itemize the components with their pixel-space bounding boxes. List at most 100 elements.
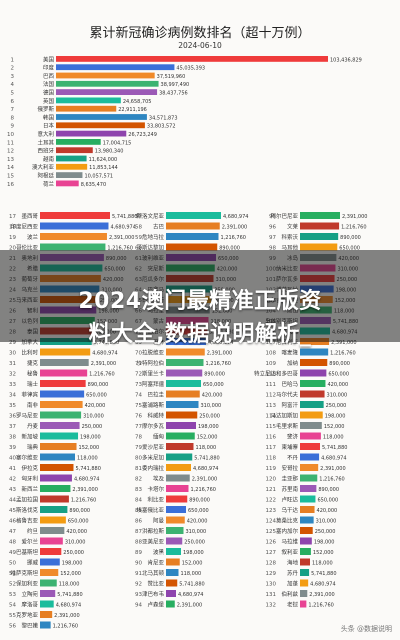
rank-label: 122 (266, 498, 277, 504)
bar (40, 401, 83, 408)
rank-label: 38 (9, 435, 16, 441)
bar (166, 516, 185, 524)
bar (40, 611, 53, 618)
bar (40, 243, 106, 251)
category-label: 澳大利亚 (32, 163, 55, 171)
bar (300, 474, 318, 482)
value-label: 118,000 (59, 582, 80, 588)
bar (300, 537, 312, 545)
category-label: 委内瑞拉 (142, 464, 165, 472)
rank-label: 87 (135, 529, 142, 535)
rank-label: 83 (135, 487, 142, 493)
rank-label: 56 (9, 624, 16, 630)
category-label: 新西兰 (21, 485, 38, 493)
bar (300, 422, 322, 429)
value-label: 420,000 (66, 529, 87, 535)
rank-label: 72 (135, 372, 142, 378)
value-label: 4,680,974 (92, 351, 117, 357)
rank-label: 124 (266, 519, 277, 525)
category-label: 哥伦比亚 (16, 244, 39, 252)
value-label: 250,000 (82, 424, 103, 430)
value-label: 310,000 (83, 414, 104, 420)
category-label: 墨西哥 (21, 213, 38, 220)
value-label: 310,000 (186, 529, 207, 535)
bar (56, 105, 117, 112)
category-label: 罗马尼亚 (16, 412, 39, 420)
rank-label: 33 (9, 382, 16, 388)
bar (166, 369, 203, 377)
rank-label: 57 (135, 214, 142, 220)
bar (166, 443, 194, 450)
rank-label: 76 (135, 414, 142, 420)
category-label: 卢森堡 (147, 601, 164, 609)
category-label: 南非 (27, 401, 39, 409)
category-label: 波兰 (27, 233, 39, 241)
category-label: 老挝 (287, 601, 299, 609)
category-label: 印度尼西亚 (10, 223, 38, 231)
category-label: 保加利亚 (16, 580, 39, 588)
value-label: 890,000 (329, 361, 350, 367)
bar (300, 233, 339, 240)
bar (40, 453, 75, 461)
category-label: 乌干达 (281, 506, 298, 514)
category-label: 圭亚那 (281, 475, 298, 483)
category-label: 亚美尼亚 (142, 538, 165, 546)
bar (166, 233, 219, 240)
category-label: 马达加斯加 (270, 412, 298, 420)
value-label: 4,680,974 (310, 582, 335, 588)
category-label: 立陶宛 (21, 590, 38, 598)
bar (56, 97, 121, 104)
bar (56, 56, 328, 62)
value-label: 2,391,000 (177, 603, 202, 609)
rank-label: 71 (135, 361, 142, 367)
category-label: 斯里兰卡 (142, 370, 165, 378)
category-label: 阿根廷 (37, 172, 54, 180)
category-label: 菲律宾 (21, 391, 38, 399)
category-label: 伊拉克 (21, 464, 38, 472)
rank-label: 58 (135, 225, 142, 231)
rank-label: 115 (266, 424, 277, 430)
bar (40, 233, 107, 240)
category-label: 巴林 (153, 338, 165, 346)
rank-label: 41 (9, 466, 16, 472)
rank-label: 2 (11, 66, 15, 72)
value-label: 1,216,760 (319, 477, 344, 483)
value-label: 890,000 (69, 508, 90, 514)
category-label: 缅甸 (153, 433, 165, 441)
value-label: 33,803,572 (147, 124, 176, 130)
bar (40, 348, 91, 356)
value-label: 4,680,974 (321, 456, 346, 462)
rank-label: 17 (9, 214, 16, 220)
rank-label: 51 (9, 571, 16, 577)
value-label: 152,000 (79, 445, 100, 451)
category-label: 巴西 (43, 73, 55, 80)
rank-label: 117 (266, 445, 277, 451)
rank-label: 84 (135, 498, 142, 504)
category-label: 斐济 (287, 433, 299, 441)
rank-label: 96 (269, 225, 276, 231)
bar (56, 163, 88, 170)
value-label: 103,436,829 (330, 57, 362, 63)
rank-label: 19 (9, 235, 16, 241)
bar (300, 569, 310, 576)
value-label: 250,000 (326, 403, 347, 409)
category-label: 哈萨克斯坦 (10, 569, 38, 577)
rank-label: 52 (9, 582, 16, 588)
rank-label: 20 (9, 246, 16, 252)
bar (40, 411, 82, 419)
bar (300, 369, 327, 377)
rank-label: 60 (135, 246, 142, 252)
category-label: 爱沙尼亚 (142, 443, 165, 451)
value-label: 890,000 (219, 246, 240, 252)
rank-label: 77 (135, 424, 142, 430)
value-label: 1,216,760 (53, 624, 78, 630)
category-label: 阿塞拜疆 (142, 380, 165, 388)
rank-label: 55 (9, 613, 16, 619)
rank-label: 108 (266, 351, 277, 357)
value-label: 5,741,880 (179, 582, 204, 588)
bar (166, 422, 196, 429)
value-label: 890,000 (340, 235, 361, 241)
bar (300, 243, 338, 251)
bar (166, 411, 198, 419)
value-label: 4,680,974 (208, 340, 233, 346)
